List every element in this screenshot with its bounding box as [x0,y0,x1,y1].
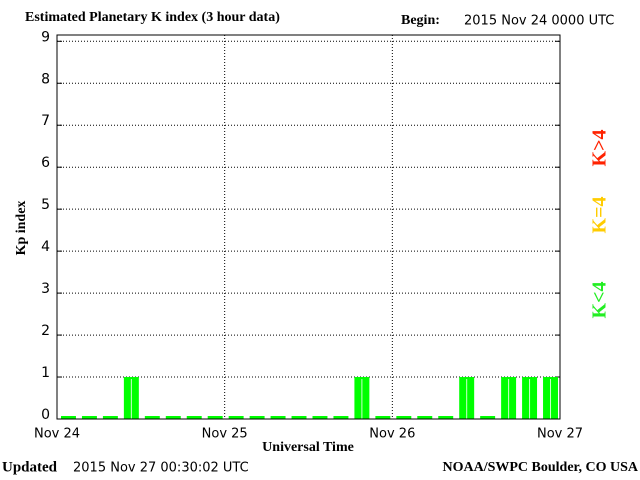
x-tick-label: Nov 24 [34,427,80,442]
x-tick-label: Nov 25 [202,427,248,442]
y-axis-label: Kp index [14,201,29,256]
bar [81,416,97,419]
y-tick-label: 5 [41,197,50,213]
y-tick-label: 7 [41,113,50,129]
y-tick-label: 2 [41,323,50,339]
begin-date: 2015 Nov 24 0000 UTC [464,14,614,29]
bar [333,416,349,419]
plot-frame [56,34,561,420]
y-tick-label: 3 [41,281,50,297]
y-tick-label: 8 [41,71,50,87]
y-tick-label: 9 [41,29,50,45]
legend-entry: K<4 [589,282,611,319]
bar [396,416,412,419]
bar [291,416,307,419]
y-tick-label: 4 [41,239,50,255]
bar [417,416,433,419]
begin-label: Begin: [401,13,440,28]
legend-entry: K>4 [589,130,611,167]
y-tick-label: 0 [41,407,50,423]
bar [144,416,160,419]
bar [186,416,202,419]
bar [375,416,391,419]
bar [312,416,328,419]
x-tick-label: Nov 27 [537,427,583,442]
bar [438,416,454,419]
bar [165,416,181,419]
bar [249,416,265,419]
y-tick-label: 6 [41,155,50,171]
bar [102,416,118,419]
chart-title: Estimated Planetary K index (3 hour data… [25,10,280,25]
updated-label: Updated [2,459,58,475]
bar [480,416,496,419]
bar [270,416,286,419]
y-tick-label: 1 [41,365,50,381]
credit: NOAA/SWPC Boulder, CO USA [442,460,638,475]
bar [61,416,76,419]
x-tick-label: Nov 26 [369,427,415,442]
updated-date: 2015 Nov 27 00:30:02 UTC [73,461,249,476]
x-axis-label: Universal Time [262,440,354,455]
bar [228,416,244,419]
legend-entry: K=4 [589,197,611,234]
bar [207,416,223,419]
